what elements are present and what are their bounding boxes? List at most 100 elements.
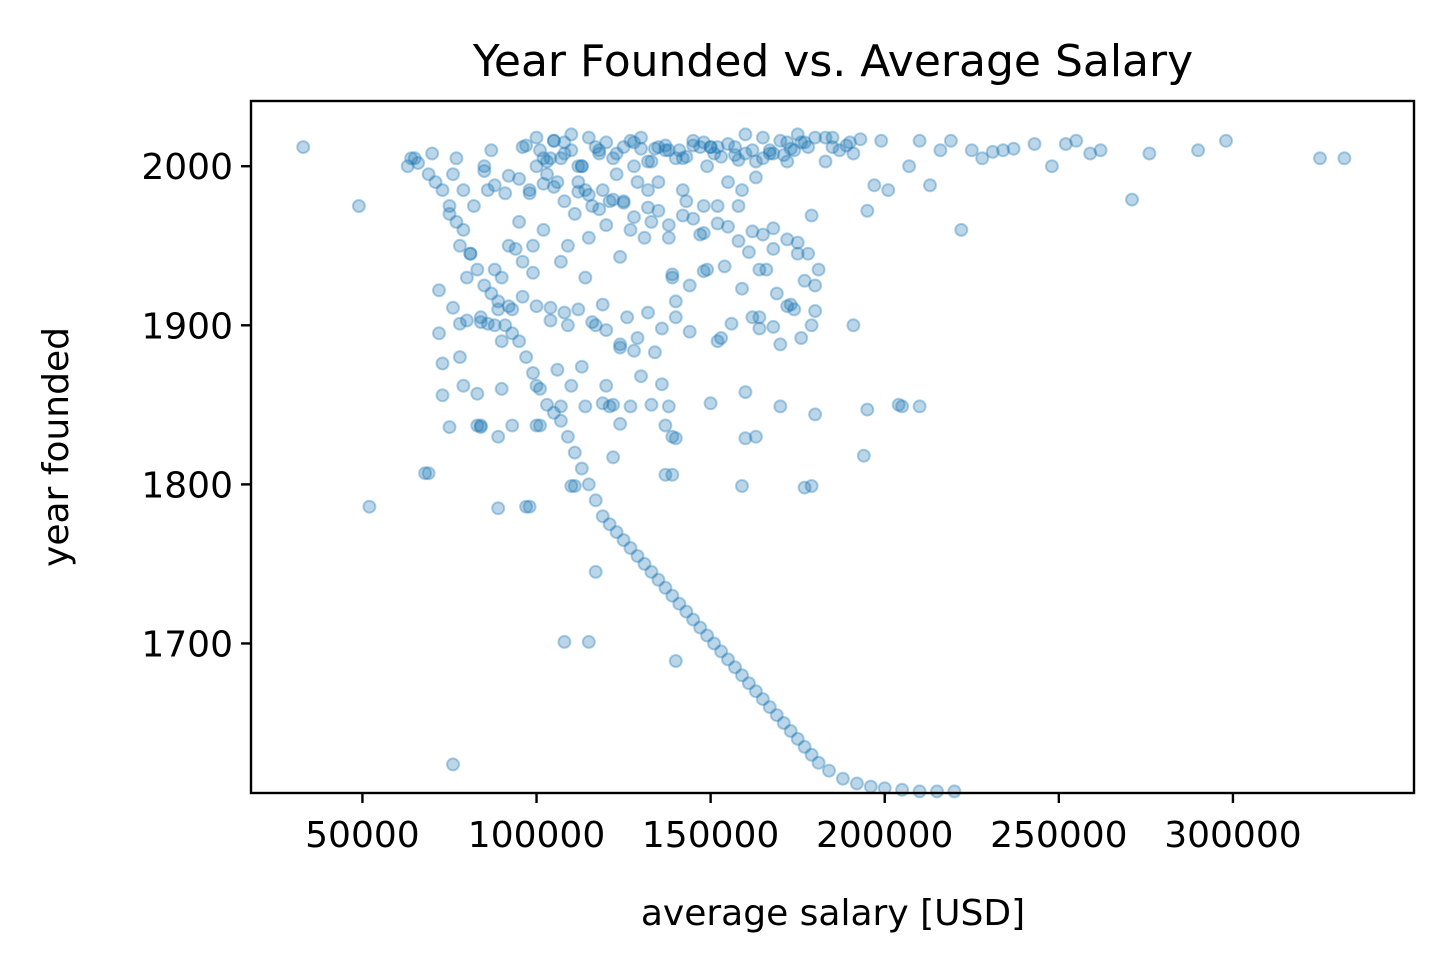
data-point xyxy=(703,396,718,411)
data-point xyxy=(745,143,760,158)
data-point xyxy=(581,477,596,492)
x-tick-label: 100000 xyxy=(468,815,605,856)
data-point xyxy=(822,763,836,778)
data-point xyxy=(627,135,641,150)
data-point xyxy=(613,340,628,355)
data-point xyxy=(463,246,478,261)
data-point xyxy=(675,208,690,223)
data-point xyxy=(804,318,819,333)
data-point xyxy=(717,259,732,274)
data-point xyxy=(745,224,760,239)
data-point xyxy=(543,313,558,328)
data-point xyxy=(682,278,697,293)
data-point xyxy=(536,151,551,166)
data-point xyxy=(766,146,781,161)
data-point xyxy=(613,416,628,431)
data-point xyxy=(808,130,823,145)
data-point xyxy=(543,300,558,315)
data-point xyxy=(790,246,805,261)
data-point xyxy=(693,227,708,242)
data-point xyxy=(891,397,906,412)
data-point xyxy=(665,267,680,282)
data-point xyxy=(501,238,516,253)
data-point xyxy=(668,151,683,166)
data-point xyxy=(411,156,426,170)
data-point xyxy=(567,206,582,221)
data-point xyxy=(835,771,850,786)
chart-title: Year Founded vs. Average Salary xyxy=(472,36,1193,87)
data-point xyxy=(501,168,516,183)
data-point xyxy=(731,199,746,213)
data-point xyxy=(571,302,586,317)
x-tick-label: 200000 xyxy=(816,815,953,856)
data-point xyxy=(811,755,826,770)
x-axis-ticks: 50000 100000 150000 200000 250000 300000 xyxy=(305,793,1302,856)
data-point xyxy=(616,140,631,155)
data-point xyxy=(557,634,572,649)
data-point xyxy=(731,152,746,167)
data-point xyxy=(498,186,513,201)
data-point xyxy=(804,208,819,223)
data-point xyxy=(452,350,467,365)
data-point xyxy=(696,226,711,240)
data-point xyxy=(1006,141,1021,156)
data-point xyxy=(623,541,638,555)
data-point xyxy=(505,418,520,433)
data-point xyxy=(473,418,488,433)
data-point xyxy=(766,221,781,236)
data-point xyxy=(693,140,708,155)
data-point xyxy=(808,278,823,293)
data-point xyxy=(609,525,624,540)
data-point xyxy=(595,297,610,312)
data-point xyxy=(546,405,561,420)
data-point xyxy=(707,636,722,651)
data-point xyxy=(783,141,798,156)
data-point xyxy=(797,273,812,288)
data-point xyxy=(804,747,819,762)
data-point xyxy=(599,218,614,233)
data-point xyxy=(728,148,742,163)
data-point xyxy=(752,262,767,277)
data-point xyxy=(550,362,565,377)
data-point xyxy=(759,262,774,277)
data-point xyxy=(721,175,735,190)
data-point xyxy=(578,270,593,285)
data-point xyxy=(1044,159,1059,174)
data-point xyxy=(738,127,753,142)
data-point xyxy=(449,214,464,229)
data-point xyxy=(564,378,579,393)
data-point xyxy=(533,418,547,433)
data-point xyxy=(470,262,485,277)
data-point xyxy=(578,399,593,414)
data-point xyxy=(700,262,715,277)
data-point xyxy=(728,140,742,155)
data-point xyxy=(630,331,645,345)
data-point xyxy=(839,138,854,153)
data-point xyxy=(1083,146,1098,161)
data-point xyxy=(849,776,864,791)
data-point xyxy=(505,302,520,317)
data-point xyxy=(714,331,729,345)
data-point xyxy=(557,194,572,209)
y-axis-ticks: 1700 1800 1900 2000 xyxy=(141,147,251,665)
data-point xyxy=(526,238,540,253)
data-point xyxy=(456,222,471,237)
data-point xyxy=(735,183,749,198)
data-point xyxy=(581,130,596,145)
data-point xyxy=(515,289,530,304)
data-point xyxy=(776,716,791,730)
data-point xyxy=(943,133,958,148)
data-point xyxy=(533,143,547,158)
data-point xyxy=(477,164,492,178)
data-point xyxy=(574,461,589,476)
data-point xyxy=(804,479,819,493)
data-point xyxy=(964,143,979,158)
data-point xyxy=(637,556,652,571)
data-point xyxy=(933,143,948,158)
data-point xyxy=(627,159,641,174)
data-point xyxy=(526,366,540,380)
data-point xyxy=(895,399,910,414)
data-point xyxy=(923,178,937,193)
data-point xyxy=(912,784,927,799)
